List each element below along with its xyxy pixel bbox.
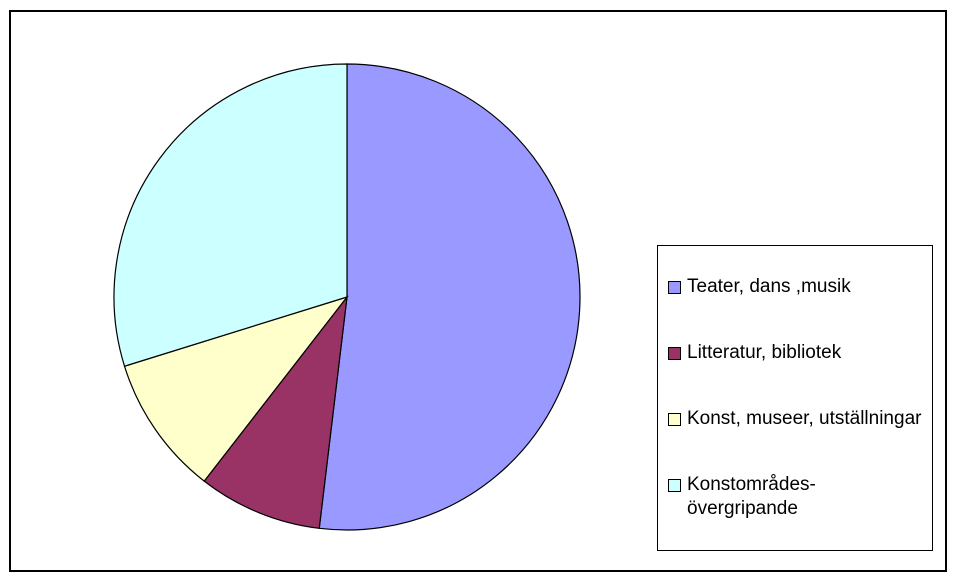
pie-slice <box>113 63 348 367</box>
legend-swatch <box>668 281 681 294</box>
legend-swatch <box>668 347 681 360</box>
legend-item: Teater, dans ,musik <box>668 275 926 299</box>
chart-frame <box>9 10 947 572</box>
legend-label: Konst, museer, utställningar <box>687 408 922 429</box>
legend-swatch <box>668 479 681 492</box>
legend-label: Teater, dans ,musik <box>687 276 851 297</box>
legend-swatch <box>668 413 681 426</box>
legend-label: Konstområdes-övergripande <box>687 474 816 519</box>
legend-label: Litteratur, bibliotek <box>687 342 842 363</box>
pie-slice <box>318 63 581 531</box>
legend: Teater, dans ,musik Litteratur, bibliotek… <box>657 245 933 551</box>
pie-slice <box>203 294 348 530</box>
legend-item: Konst, museer, utställningar <box>668 407 926 431</box>
legend-item: Konstområdes-övergripande <box>668 473 926 521</box>
legend-item: Litteratur, bibliotek <box>668 341 926 365</box>
pie-slice <box>123 295 349 482</box>
